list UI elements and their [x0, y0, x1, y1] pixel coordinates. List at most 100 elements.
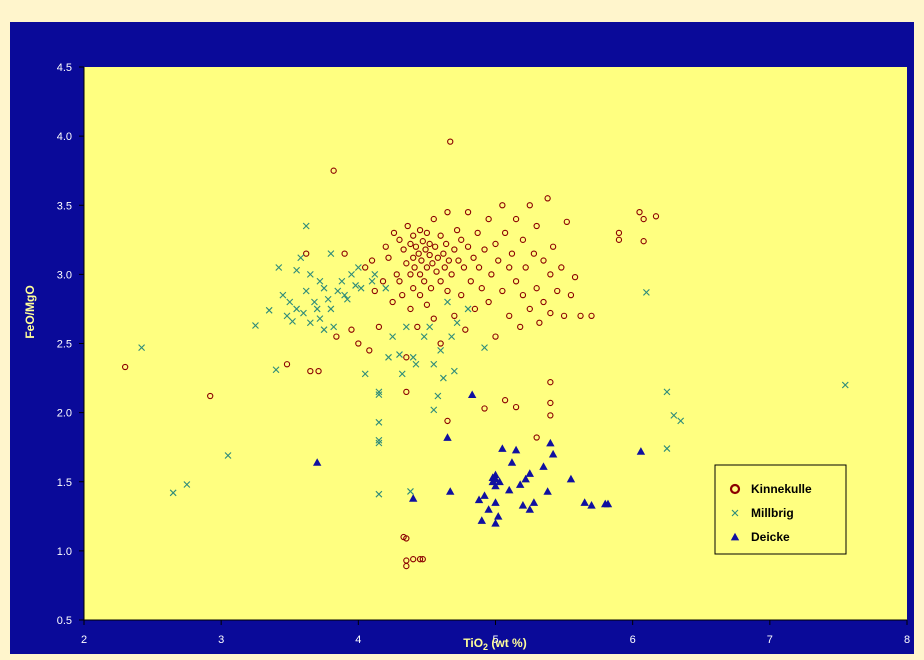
point-deicke — [543, 487, 552, 495]
axes: 2 3 4 5 6 7 8 0.5 1.0 1.5 2.0 2.5 3.0 3.5 4.0 4.5 — [57, 62, 910, 646]
point-deicke — [477, 516, 486, 524]
point-kinnekulle — [475, 264, 483, 271]
point-kinnekulle — [508, 250, 516, 257]
point-kinnekulle — [495, 257, 502, 264]
point-deicke — [525, 505, 534, 513]
point-millbrig — [169, 489, 177, 497]
point-kinnekulle — [499, 287, 506, 295]
point-deicke — [443, 433, 452, 441]
point-kinnekulle — [426, 251, 433, 259]
x-tick-label: 6 — [630, 634, 636, 646]
point-kinnekulle — [407, 240, 414, 248]
point-kinnekulle — [407, 271, 414, 278]
point-kinnekulle — [400, 246, 407, 253]
point-kinnekulle — [526, 202, 533, 209]
point-kinnekulle — [554, 287, 561, 295]
point-millbrig — [297, 254, 305, 262]
point-kinnekulle — [448, 271, 455, 278]
point-kinnekulle — [415, 250, 422, 257]
legend-label-millbrig: Millbrig — [751, 506, 794, 520]
point-deicke — [491, 481, 500, 490]
point-kinnekulle — [419, 238, 426, 245]
point-millbrig — [293, 266, 300, 274]
point-millbrig — [409, 353, 417, 361]
point-millbrig — [348, 270, 355, 278]
point-deicke — [491, 474, 500, 483]
point-deicke — [484, 505, 493, 513]
point-millbrig — [289, 317, 296, 325]
point-kinnekulle — [419, 556, 426, 563]
point-millbrig — [642, 288, 650, 296]
point-kinnekulle — [440, 250, 447, 257]
point-kinnekulle — [368, 257, 376, 264]
point-millbrig — [407, 488, 414, 495]
point-kinnekulle — [399, 291, 406, 299]
point-kinnekulle — [458, 236, 465, 243]
point-millbrig — [437, 347, 445, 354]
point-millbrig — [375, 436, 383, 444]
point-deicke — [480, 491, 489, 499]
point-kinnekulle — [519, 236, 527, 243]
point-kinnekulle — [430, 215, 437, 223]
point-kinnekulle — [416, 226, 424, 234]
point-kinnekulle — [410, 285, 417, 292]
point-millbrig — [311, 298, 318, 306]
point-millbrig — [371, 270, 379, 278]
scatter-chart: 2 3 4 5 6 7 8 0.5 1.0 1.5 2.0 2.5 3.0 3.5 4.0 4.5 TiO2 … — [23, 62, 910, 652]
point-kinnekulle — [467, 278, 474, 285]
point-kinnekulle — [547, 379, 554, 386]
point-kinnekulle — [636, 209, 643, 216]
point-millbrig — [841, 381, 849, 389]
point-millbrig — [357, 284, 365, 292]
point-millbrig — [677, 417, 685, 425]
point-kinnekulle — [547, 399, 554, 407]
point-kinnekulle — [540, 257, 547, 264]
point-kinnekulle — [478, 285, 485, 292]
point-kinnekulle — [410, 254, 417, 261]
point-kinnekulle — [416, 556, 424, 563]
point-kinnekulle — [404, 222, 411, 230]
point-deicke — [446, 487, 455, 495]
point-deicke — [521, 474, 530, 483]
point-millbrig — [389, 333, 397, 340]
point-kinnekulle — [526, 305, 533, 313]
point-kinnekulle — [423, 264, 431, 271]
point-kinnekulle — [403, 562, 410, 570]
point-kinnekulle — [447, 138, 454, 145]
point-deicke — [409, 494, 418, 502]
point-millbrig — [448, 333, 455, 340]
point-kinnekulle — [396, 236, 403, 243]
point-kinnekulle — [407, 305, 414, 313]
point-kinnekulle — [416, 291, 424, 299]
point-millbrig — [368, 277, 376, 285]
point-kinnekulle — [640, 215, 647, 223]
point-deicke — [529, 498, 539, 506]
x-tick-label: 5 — [492, 634, 498, 646]
point-kinnekulle — [530, 250, 538, 257]
chart-frame: 2 3 4 5 6 7 8 0.5 1.0 1.5 2.0 2.5 3.0 3.5 4.0 4.5 TiO2 … — [10, 22, 914, 654]
point-kinnekulle — [283, 361, 291, 368]
point-millbrig — [375, 391, 383, 399]
point-kinnekulle — [547, 412, 554, 419]
point-kinnekulle — [533, 434, 540, 441]
point-kinnekulle — [315, 367, 322, 375]
point-kinnekulle — [416, 271, 424, 278]
point-kinnekulle — [418, 257, 425, 264]
point-deicke — [467, 390, 477, 399]
point-kinnekulle — [501, 397, 509, 404]
point-deicke — [491, 498, 500, 506]
y-tick-label: 3.5 — [57, 200, 72, 212]
point-millbrig — [402, 323, 410, 331]
point-deicke — [491, 470, 500, 479]
point-deicke — [507, 458, 517, 466]
data-points — [122, 138, 849, 570]
series-millbrig — [138, 222, 849, 498]
point-kinnekulle — [430, 315, 437, 322]
point-kinnekulle — [442, 240, 450, 248]
point-kinnekulle — [567, 291, 575, 299]
point-deicke — [491, 519, 500, 527]
point-deicke — [515, 480, 525, 488]
point-kinnekulle — [451, 312, 458, 319]
point-millbrig — [430, 406, 438, 414]
point-kinnekulle — [427, 285, 435, 292]
